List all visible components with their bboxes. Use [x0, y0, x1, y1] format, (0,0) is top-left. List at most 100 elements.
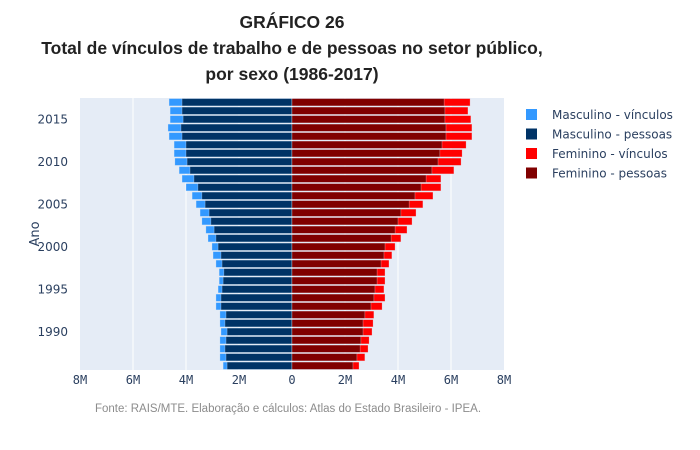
legend-label: Feminino - vínculos [552, 147, 668, 161]
legend-swatch [526, 148, 537, 159]
bar [291, 344, 361, 353]
bar [180, 123, 293, 132]
bar [291, 225, 396, 234]
bars [167, 98, 473, 370]
legend-swatch [526, 128, 537, 140]
bar [291, 123, 447, 132]
source-note: Fonte: RAIS/MTE. Elaboração e cálculos: … [95, 403, 481, 415]
y-axis-title: Ano [28, 221, 43, 246]
bar [291, 251, 385, 260]
y-tick-label: 2005 [37, 197, 68, 211]
y-tick-label: 2000 [37, 240, 68, 254]
bar [291, 242, 386, 251]
bar [291, 217, 399, 226]
y-tick-label: 2010 [37, 155, 68, 169]
bar [185, 140, 293, 149]
series-feminino-pessoas [291, 98, 447, 370]
title-line-3: por sexo (1986-2017) [205, 64, 378, 84]
bar [210, 217, 293, 226]
x-tick-label: 6M [126, 373, 140, 387]
bar [182, 115, 293, 124]
bar [217, 242, 293, 251]
bar [201, 191, 293, 200]
bar [291, 166, 433, 175]
x-axis-ticks: 8M 6M 4M 2M 0 2M 4M 6M 8M [73, 373, 511, 387]
bar [185, 149, 293, 158]
bar [291, 174, 427, 183]
x-tick-label: 2M [338, 373, 352, 387]
legend: Masculino - vínculos Masculino - pessoas F… [526, 108, 673, 181]
bar [291, 132, 447, 141]
bar [291, 157, 439, 166]
x-tick-label: 8M [497, 373, 511, 387]
bar [222, 276, 293, 285]
bar [291, 302, 372, 311]
bar [291, 191, 416, 200]
bar [225, 353, 293, 362]
x-tick-label: 6M [444, 373, 458, 387]
bar [215, 234, 293, 243]
bar [224, 319, 293, 328]
bar [225, 336, 293, 345]
bar [189, 166, 293, 175]
legend-label: Masculino - vínculos [552, 108, 673, 122]
bar [213, 225, 293, 234]
bar [220, 251, 293, 260]
bar [291, 285, 376, 294]
bar [291, 353, 358, 362]
y-tick-label: 1995 [37, 282, 68, 296]
title-line-2: Total de vínculos de trabalho e de pesso… [41, 38, 542, 58]
y-tick-label: 2015 [37, 112, 68, 126]
x-tick-label: 8M [73, 373, 87, 387]
bar [224, 344, 293, 353]
bar [291, 268, 378, 277]
title-line-1: GRÁFICO 26 [239, 11, 344, 32]
bar [221, 259, 293, 268]
legend-label: Masculino - pessoas [552, 128, 672, 142]
bar [208, 208, 293, 217]
bar [223, 268, 293, 277]
bar [291, 336, 362, 345]
x-tick-label: 0 [288, 373, 295, 387]
bar [181, 106, 293, 115]
bar [220, 293, 293, 302]
legend-label: Feminino - pessoas [552, 167, 667, 181]
bar [291, 310, 366, 319]
bar [220, 302, 293, 311]
bar [225, 310, 293, 319]
chart-title: GRÁFICO 26 Total de vínculos de trabalho… [41, 11, 542, 84]
bar [226, 327, 293, 336]
bar [221, 285, 293, 294]
bar [291, 293, 375, 302]
bar [291, 259, 382, 268]
legend-item: Masculino - pessoas [526, 128, 672, 142]
bar [291, 140, 443, 149]
bar [291, 327, 364, 336]
x-tick-label: 4M [391, 373, 405, 387]
bar [291, 115, 446, 124]
legend-swatch [526, 109, 537, 120]
bar [181, 132, 293, 141]
y-axis-ticks: 1990 1995 2000 2005 2010 2015 [37, 112, 68, 339]
bar [204, 200, 293, 209]
series-masculino-pessoas [180, 98, 293, 370]
bar [193, 174, 293, 183]
bar [197, 183, 293, 192]
bar [291, 149, 441, 158]
bar [181, 98, 293, 107]
bar [291, 276, 378, 285]
y-tick-label: 1990 [37, 325, 68, 339]
legend-item: Masculino - vínculos [526, 108, 673, 122]
x-tick-label: 2M [232, 373, 246, 387]
bar [291, 234, 392, 243]
bar [291, 208, 402, 217]
x-tick-label: 4M [179, 373, 193, 387]
bar [226, 361, 293, 370]
bar [291, 98, 445, 107]
legend-swatch [526, 167, 537, 179]
legend-item: Feminino - pessoas [526, 167, 667, 181]
bar [291, 183, 422, 192]
bar [291, 200, 410, 209]
bar [291, 361, 354, 370]
